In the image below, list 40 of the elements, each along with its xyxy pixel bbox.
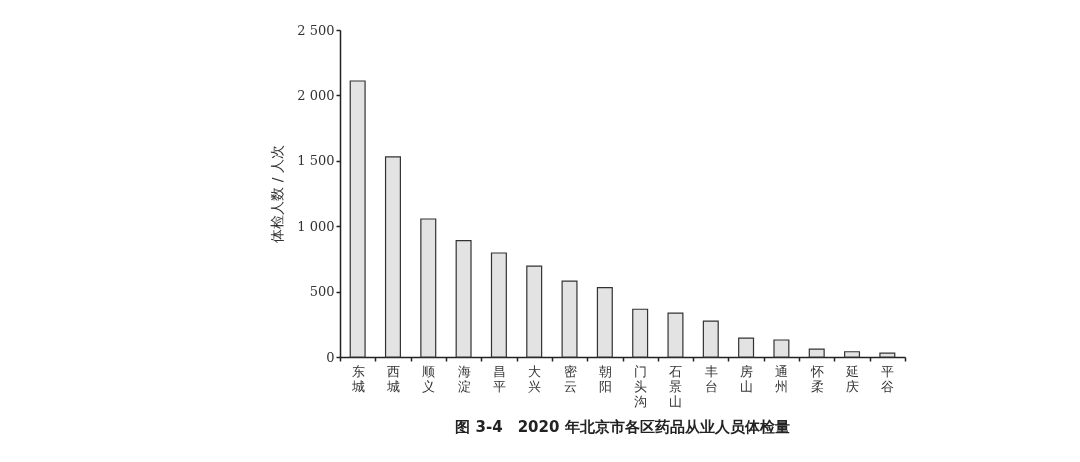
x-tick-label: 怀柔	[809, 363, 824, 394]
x-tick-label: 门头沟	[634, 363, 648, 409]
x-tick-label: 丰台	[704, 363, 718, 394]
bar	[526, 265, 543, 358]
bar	[349, 80, 366, 358]
x-tick-label: 密云	[563, 363, 577, 394]
bar	[667, 312, 684, 358]
y-tick-label: 1 500	[297, 153, 335, 169]
bar	[632, 308, 649, 358]
x-tick-label: 东城	[350, 363, 365, 394]
text: 图 3-4 2020 年北京市各区药品从业人员体检量	[455, 418, 790, 436]
bar	[702, 320, 719, 358]
x-tick-label: 通州	[775, 363, 789, 394]
bar	[384, 156, 401, 358]
x-tick-label: 石景山	[669, 363, 683, 409]
y-axis-title: 体检人数 / 人次	[269, 145, 286, 243]
bar	[738, 337, 755, 358]
bar	[420, 218, 437, 358]
x-tick-label: 平谷	[881, 363, 895, 394]
bar	[490, 252, 507, 358]
y-tick-label: 2 500	[297, 22, 335, 38]
bar	[561, 280, 578, 358]
x-tick-label: 延庆	[845, 363, 860, 394]
bar	[455, 239, 472, 358]
bar	[844, 351, 861, 358]
x-tick-label: 大兴	[528, 363, 542, 394]
bar	[879, 352, 896, 358]
x-tick-label: 海淀	[457, 363, 471, 394]
y-tick-label: 500	[309, 284, 335, 300]
bar	[773, 339, 790, 358]
y-tick-label: 0	[326, 349, 335, 365]
y-tick-label: 2 000	[297, 87, 335, 103]
bar	[596, 287, 613, 358]
y-tick-label: 1 000	[297, 218, 335, 234]
x-tick-label: 朝阳	[598, 363, 612, 394]
x-tick-label: 昌平	[492, 363, 506, 394]
x-tick-label: 顺义	[422, 363, 436, 394]
x-tick-label: 房山	[740, 363, 754, 394]
bar	[808, 348, 825, 358]
x-tick-label: 西城	[385, 363, 400, 394]
